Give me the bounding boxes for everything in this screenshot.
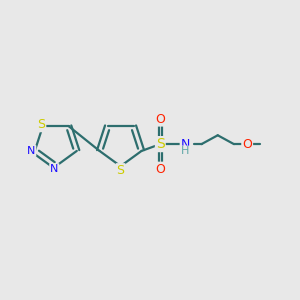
Text: S: S	[156, 137, 165, 151]
Text: O: O	[155, 112, 165, 126]
Text: S: S	[37, 118, 45, 131]
Text: H: H	[181, 146, 190, 157]
Text: O: O	[155, 163, 165, 176]
Text: N: N	[27, 146, 35, 156]
Text: O: O	[242, 138, 252, 151]
Text: S: S	[117, 164, 124, 177]
Text: N: N	[50, 164, 58, 174]
Text: N: N	[181, 138, 190, 151]
